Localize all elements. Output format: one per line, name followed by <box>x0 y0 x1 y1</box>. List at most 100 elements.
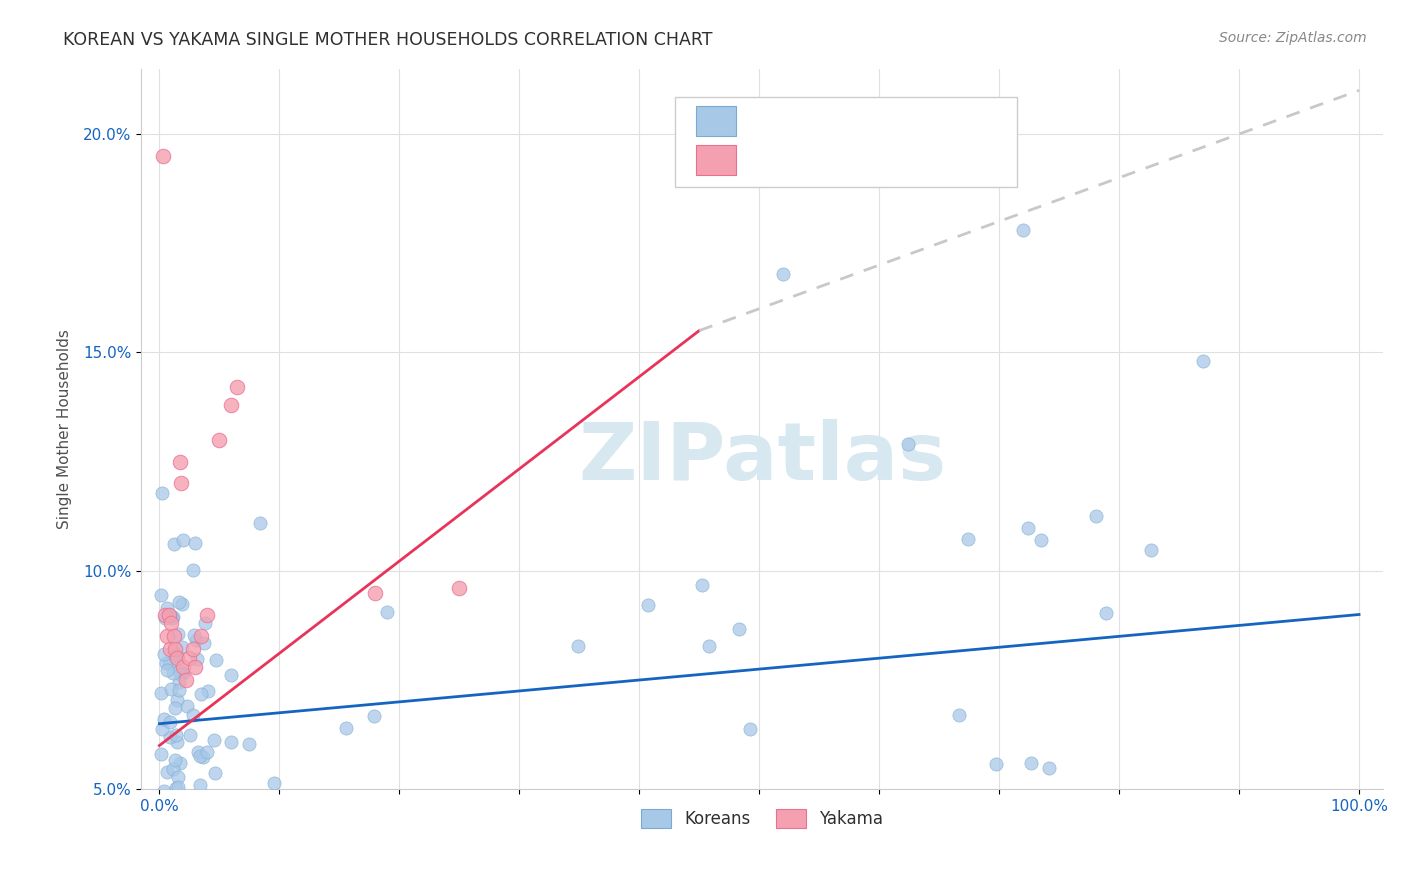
Point <box>1139 543 1161 558</box>
Point <box>152 784 174 798</box>
Point <box>172 660 194 674</box>
Point <box>176 790 198 805</box>
Point <box>170 849 193 863</box>
Point <box>190 687 212 701</box>
Point <box>179 651 201 665</box>
Point <box>173 805 195 819</box>
Point <box>162 762 184 776</box>
Legend: Koreans, Yakama: Koreans, Yakama <box>634 803 890 835</box>
Point <box>176 698 198 713</box>
Point <box>263 776 285 790</box>
Point <box>183 627 205 641</box>
Point <box>159 608 181 623</box>
Point <box>183 563 205 577</box>
Point <box>335 722 357 736</box>
Point <box>697 640 720 654</box>
Point <box>363 709 385 723</box>
Point <box>957 533 980 547</box>
Text: R = 0.220   N = 112: R = 0.220 N = 112 <box>755 112 931 130</box>
Point <box>772 267 794 281</box>
Point <box>159 642 181 657</box>
Point <box>160 793 183 807</box>
Point <box>152 712 174 726</box>
Point <box>846 802 869 816</box>
Point <box>193 635 215 649</box>
Text: KOREAN VS YAKAMA SINGLE MOTHER HOUSEHOLDS CORRELATION CHART: KOREAN VS YAKAMA SINGLE MOTHER HOUSEHOLD… <box>63 31 713 49</box>
Point <box>165 728 187 742</box>
Point <box>692 578 714 592</box>
Point <box>162 609 184 624</box>
Point <box>205 653 228 667</box>
Point <box>155 607 177 622</box>
Point <box>163 629 186 643</box>
Point <box>235 839 257 854</box>
Text: ZIPatlas: ZIPatlas <box>578 418 946 497</box>
Point <box>166 648 188 662</box>
Point <box>190 629 212 643</box>
Point <box>150 588 173 602</box>
Point <box>155 601 177 615</box>
Point <box>456 872 478 887</box>
Point <box>364 585 387 599</box>
Point <box>156 765 179 780</box>
Point <box>170 476 193 491</box>
Point <box>156 663 179 677</box>
Point <box>186 633 208 648</box>
Point <box>160 616 183 631</box>
Point <box>169 756 191 771</box>
Point <box>169 667 191 681</box>
Point <box>1038 761 1060 775</box>
Point <box>193 749 215 764</box>
Point <box>186 652 208 666</box>
Point <box>152 647 174 661</box>
Point <box>195 607 218 622</box>
Point <box>1031 533 1053 547</box>
Point <box>637 598 659 612</box>
Point <box>160 611 183 625</box>
Point <box>184 535 207 549</box>
Point <box>165 753 187 767</box>
Point <box>1084 508 1107 523</box>
Point <box>169 455 191 469</box>
Point <box>170 640 193 655</box>
Point <box>1192 354 1215 368</box>
Point <box>162 830 184 845</box>
Point <box>159 682 181 697</box>
Point <box>157 656 180 670</box>
Point <box>166 651 188 665</box>
Point <box>228 814 250 829</box>
Point <box>242 845 264 859</box>
Point <box>163 642 186 657</box>
Point <box>180 888 202 892</box>
Point <box>167 780 190 794</box>
Point <box>150 842 173 856</box>
Point <box>159 715 181 730</box>
FancyBboxPatch shape <box>696 145 737 175</box>
Point <box>149 876 172 890</box>
Point <box>204 765 226 780</box>
Text: R = 0.439   N =  26: R = 0.439 N = 26 <box>755 151 925 169</box>
Y-axis label: Single Mother Households: Single Mother Households <box>58 329 72 529</box>
FancyBboxPatch shape <box>696 106 737 136</box>
Point <box>169 664 191 678</box>
Point <box>911 812 934 826</box>
Point <box>1094 607 1116 621</box>
Point <box>165 700 187 714</box>
Point <box>219 805 242 819</box>
Point <box>155 629 177 643</box>
Point <box>167 674 190 689</box>
Point <box>208 433 231 447</box>
Point <box>1012 223 1035 237</box>
Point <box>163 537 186 551</box>
Point <box>150 486 173 500</box>
Point <box>226 380 249 394</box>
Point <box>181 642 204 657</box>
Point <box>159 805 181 820</box>
Point <box>165 781 187 796</box>
Point <box>166 770 188 784</box>
Point <box>1017 520 1039 534</box>
Point <box>740 722 762 736</box>
Point <box>172 665 194 680</box>
Point <box>167 627 190 641</box>
Point <box>150 747 173 762</box>
